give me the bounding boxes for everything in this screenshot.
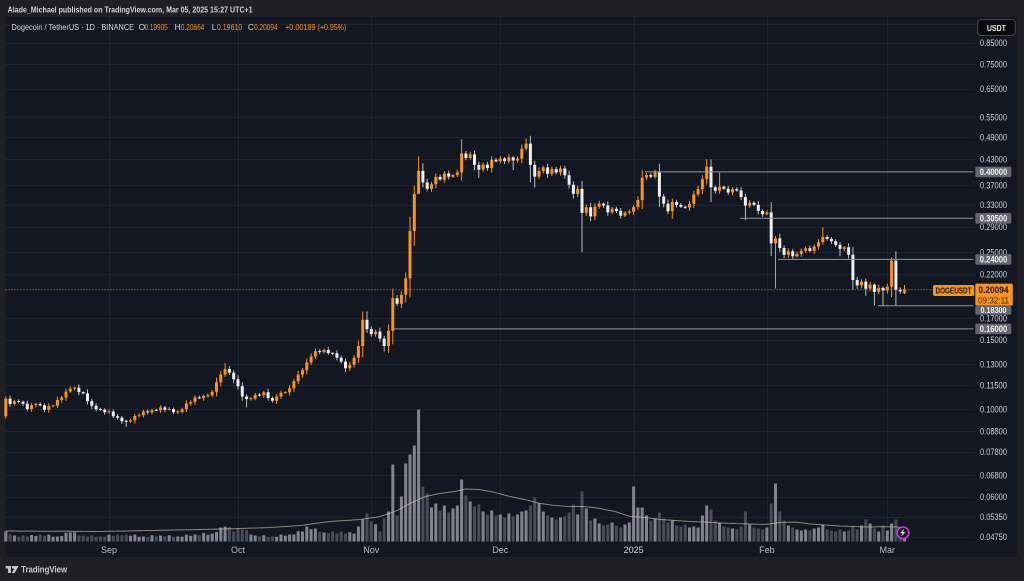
svg-text:0.30500: 0.30500 <box>980 214 1008 224</box>
svg-text:0.15000: 0.15000 <box>980 335 1007 345</box>
svg-text:0.20094: 0.20094 <box>254 22 278 32</box>
svg-text:0.05350: 0.05350 <box>980 512 1007 522</box>
svg-text:0.17000: 0.17000 <box>980 314 1007 324</box>
svg-text:0.20664: 0.20664 <box>181 22 205 32</box>
svg-text:0.10000: 0.10000 <box>980 405 1007 415</box>
svg-text:0.08800: 0.08800 <box>980 427 1007 437</box>
svg-text:2025: 2025 <box>624 545 644 555</box>
svg-text:Sep: Sep <box>101 545 117 555</box>
svg-text:L: L <box>212 22 217 32</box>
svg-text:0.24000: 0.24000 <box>980 255 1008 265</box>
svg-text:Mar: Mar <box>880 545 896 555</box>
svg-text:0.33000: 0.33000 <box>980 200 1007 210</box>
svg-text:Alade_Michael published on Tra: Alade_Michael published on TradingView.c… <box>8 5 253 15</box>
svg-text:0.65000: 0.65000 <box>980 84 1007 94</box>
svg-text:0.85000: 0.85000 <box>980 38 1007 48</box>
svg-text:Feb: Feb <box>759 545 775 555</box>
svg-text:0.37000: 0.37000 <box>980 180 1007 190</box>
svg-text:Nov: Nov <box>363 545 380 555</box>
svg-text:USDT: USDT <box>987 23 1007 33</box>
svg-text:0.04750: 0.04750 <box>980 532 1007 542</box>
svg-text:DOGEUSDT: DOGEUSDT <box>936 286 973 296</box>
svg-text:Dec: Dec <box>492 545 509 555</box>
svg-text:09:32:11: 09:32:11 <box>978 295 1009 305</box>
svg-text:0.40000: 0.40000 <box>980 167 1008 177</box>
svg-text:+0.00189: +0.00189 <box>285 22 316 32</box>
svg-text:0.25000: 0.25000 <box>980 248 1007 258</box>
svg-text:0.29000: 0.29000 <box>980 222 1007 232</box>
svg-text:0.22000: 0.22000 <box>980 270 1007 280</box>
svg-text:0.13000: 0.13000 <box>980 360 1007 370</box>
svg-text:0.75000: 0.75000 <box>980 59 1007 69</box>
svg-text:0.43000: 0.43000 <box>980 155 1007 165</box>
svg-text:H: H <box>175 22 181 32</box>
svg-text:0.18300: 0.18300 <box>981 305 1007 315</box>
svg-text:0.19905: 0.19905 <box>145 22 168 32</box>
svg-text:0.11500: 0.11500 <box>980 381 1007 391</box>
svg-text:(+0.95%): (+0.95%) <box>318 22 347 32</box>
svg-text:O: O <box>139 22 146 32</box>
svg-text:0.06000: 0.06000 <box>980 492 1007 502</box>
svg-text:0.19610: 0.19610 <box>217 22 243 32</box>
svg-text:C: C <box>248 22 254 32</box>
svg-text:Dogecoin / TetherUS · 1D · BIN: Dogecoin / TetherUS · 1D · BINANCE <box>12 22 135 32</box>
svg-text:Oct: Oct <box>231 545 246 555</box>
svg-text:0.07800: 0.07800 <box>980 447 1007 457</box>
svg-text:0.55000: 0.55000 <box>980 113 1007 123</box>
svg-text:0.06800: 0.06800 <box>980 471 1007 481</box>
svg-text:0.16000: 0.16000 <box>980 324 1008 334</box>
svg-text:TradingView: TradingView <box>21 565 68 575</box>
svg-text:0.49000: 0.49000 <box>980 132 1007 142</box>
svg-text:0.20094: 0.20094 <box>979 285 1010 296</box>
